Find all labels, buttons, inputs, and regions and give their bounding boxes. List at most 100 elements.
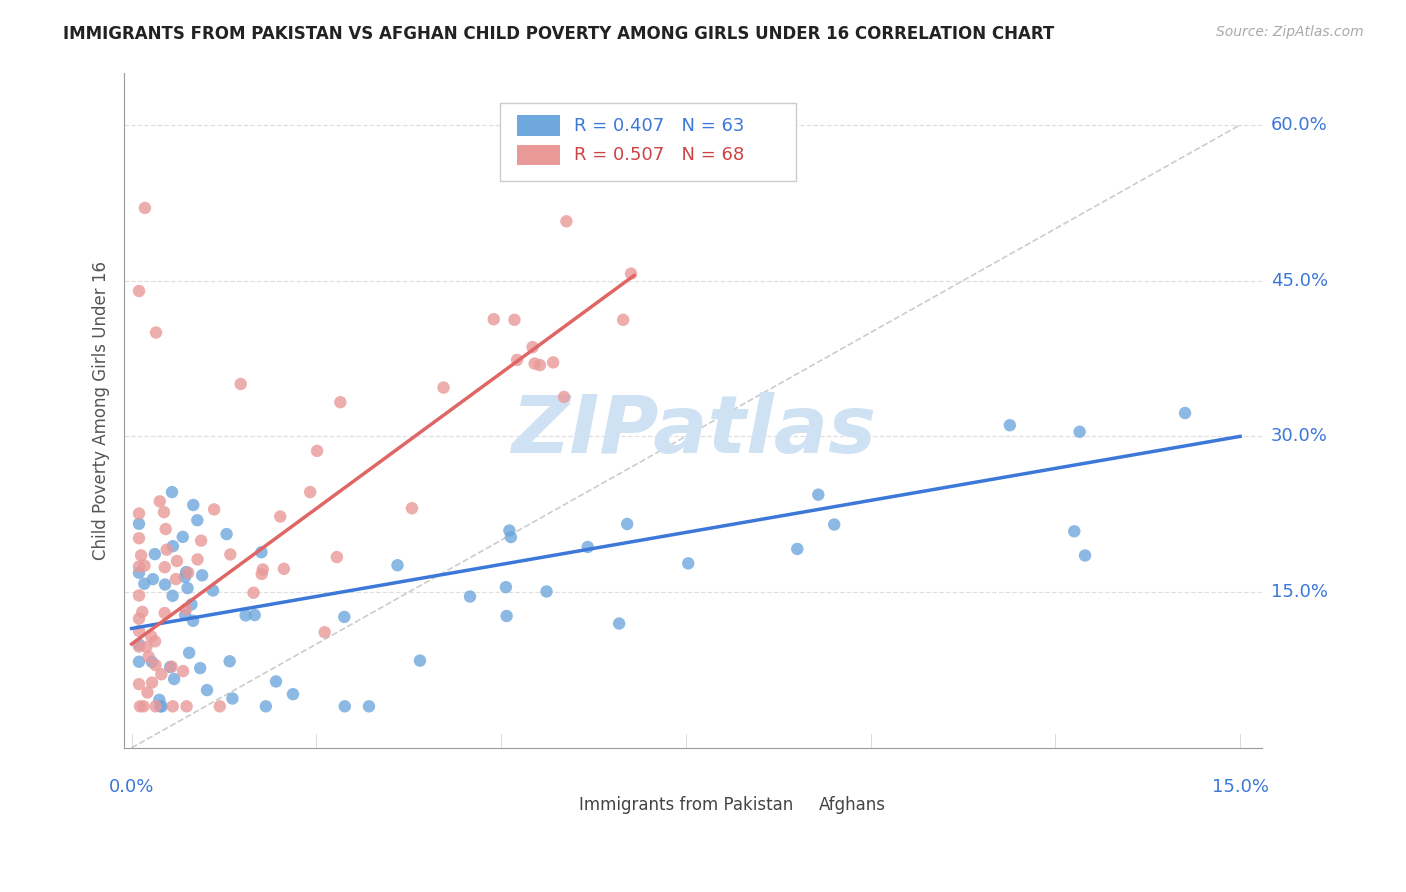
FancyBboxPatch shape — [517, 115, 560, 136]
Point — [252, 562, 274, 576]
Point — [128, 640, 150, 654]
Point — [172, 664, 194, 678]
Point — [1074, 549, 1097, 563]
Text: R = 0.507   N = 68: R = 0.507 N = 68 — [574, 146, 744, 164]
Point — [159, 660, 181, 674]
Point — [156, 542, 179, 557]
Point — [132, 699, 155, 714]
Y-axis label: Child Poverty Among Girls Under 16: Child Poverty Among Girls Under 16 — [93, 261, 110, 560]
Point — [786, 541, 808, 556]
Point — [141, 655, 163, 669]
Text: IMMIGRANTS FROM PAKISTAN VS AFGHAN CHILD POVERTY AMONG GIRLS UNDER 16 CORRELATIO: IMMIGRANTS FROM PAKISTAN VS AFGHAN CHILD… — [63, 25, 1054, 43]
Point — [329, 395, 352, 409]
Point — [333, 610, 356, 624]
Point — [128, 677, 150, 691]
Point — [1069, 425, 1091, 439]
Point — [162, 699, 184, 714]
Point — [165, 572, 187, 586]
Point — [128, 566, 150, 580]
Point — [620, 267, 643, 281]
Point — [134, 201, 156, 215]
Point — [128, 559, 150, 574]
Point — [181, 498, 204, 512]
FancyBboxPatch shape — [546, 797, 574, 814]
Point — [174, 570, 197, 584]
Point — [149, 494, 172, 508]
Point — [149, 699, 172, 714]
Point — [128, 507, 150, 521]
Text: 45.0%: 45.0% — [1271, 272, 1327, 290]
Point — [269, 509, 291, 524]
Point — [458, 590, 481, 604]
Point — [160, 659, 183, 673]
Point — [153, 560, 176, 574]
Point — [264, 674, 287, 689]
Point — [174, 565, 197, 579]
Point — [166, 554, 188, 568]
Point — [499, 530, 522, 544]
Point — [201, 583, 224, 598]
Point — [128, 611, 150, 625]
Point — [134, 558, 156, 573]
Point — [576, 540, 599, 554]
Point — [195, 683, 218, 698]
Point — [162, 539, 184, 553]
Point — [357, 699, 380, 714]
Point — [129, 549, 152, 563]
Point — [174, 602, 197, 616]
Point — [162, 589, 184, 603]
Point — [143, 634, 166, 648]
Point — [128, 531, 150, 545]
Point — [221, 691, 243, 706]
Point — [153, 577, 176, 591]
Point — [616, 516, 638, 531]
Point — [135, 640, 157, 654]
Point — [160, 485, 183, 500]
Point — [148, 693, 170, 707]
Point — [191, 568, 214, 582]
Text: 15.0%: 15.0% — [1271, 583, 1327, 601]
Point — [307, 443, 329, 458]
Text: Immigrants from Pakistan: Immigrants from Pakistan — [579, 796, 794, 814]
Point — [409, 654, 432, 668]
Point — [131, 605, 153, 619]
Point — [498, 524, 520, 538]
Point — [807, 488, 830, 502]
Point — [145, 699, 167, 714]
Point — [541, 355, 564, 369]
Point — [187, 552, 209, 566]
Point — [141, 675, 163, 690]
Point — [250, 566, 273, 581]
Point — [153, 505, 176, 519]
Point — [218, 654, 240, 668]
Point — [128, 589, 150, 603]
Point — [326, 550, 349, 565]
Text: Source: ZipAtlas.com: Source: ZipAtlas.com — [1216, 25, 1364, 39]
Point — [676, 557, 699, 571]
Point — [495, 580, 517, 594]
Point — [145, 326, 167, 340]
Point — [219, 548, 242, 562]
Point — [142, 572, 165, 586]
Point — [153, 606, 176, 620]
Point — [174, 607, 197, 622]
Text: Afghans: Afghans — [818, 796, 886, 814]
Point — [235, 608, 257, 623]
Point — [243, 608, 266, 623]
Point — [138, 649, 160, 664]
Point — [136, 685, 159, 699]
Point — [250, 545, 273, 559]
Point — [314, 625, 336, 640]
Point — [179, 646, 201, 660]
Point — [128, 516, 150, 531]
Point — [503, 312, 526, 326]
Point — [536, 584, 558, 599]
Point — [555, 214, 578, 228]
Point — [141, 629, 163, 643]
Text: R = 0.407   N = 63: R = 0.407 N = 63 — [574, 117, 744, 135]
Point — [172, 530, 194, 544]
Point — [128, 655, 150, 669]
Point — [190, 533, 212, 548]
FancyBboxPatch shape — [785, 797, 813, 814]
Point — [155, 522, 177, 536]
